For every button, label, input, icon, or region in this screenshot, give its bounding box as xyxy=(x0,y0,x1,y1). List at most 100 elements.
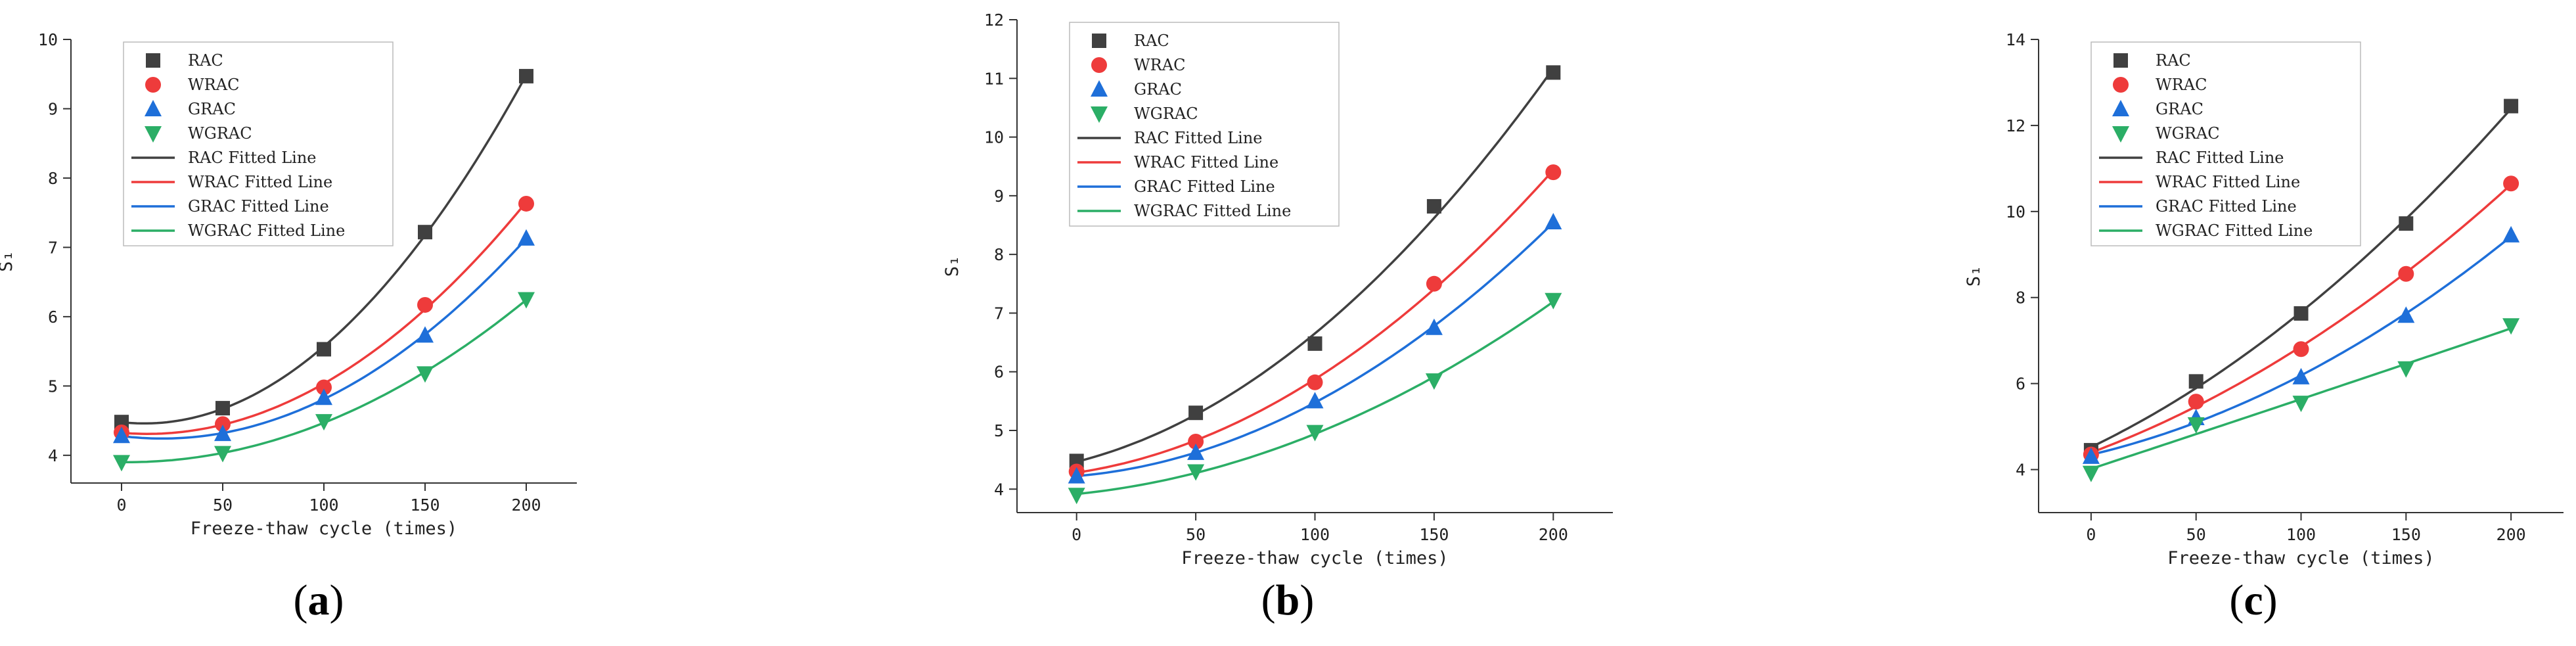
data-point-rac xyxy=(2294,306,2309,321)
y-axis-title: S₁ xyxy=(942,256,962,277)
x-tick-label: 50 xyxy=(1186,525,1206,544)
data-point-rac xyxy=(215,401,230,416)
legend-label: WRAC Fitted Line xyxy=(1134,153,1278,172)
y-tick-label: 7 xyxy=(994,304,1004,323)
y-tick-label: 9 xyxy=(48,99,58,118)
data-point-grac xyxy=(2292,367,2310,384)
y-tick-label: 9 xyxy=(994,187,1004,206)
data-point-wgrac xyxy=(2397,361,2415,378)
legend-label: WGRAC xyxy=(1134,104,1198,123)
y-tick-label: 12 xyxy=(984,11,1004,30)
x-tick-label: 100 xyxy=(2286,525,2316,544)
data-point-wrac xyxy=(1307,374,1323,390)
x-axis-title: Freeze-thaw cycle (times) xyxy=(2167,548,2434,568)
x-tick-label: 200 xyxy=(1539,525,1568,544)
data-point-wgrac xyxy=(315,414,332,431)
legend-label: RAC Fitted Line xyxy=(1134,129,1262,147)
panel-caption: (a) xyxy=(294,576,344,624)
legend-label: WRAC xyxy=(2156,76,2207,94)
x-tick-label: 150 xyxy=(410,496,440,515)
data-point-wrac xyxy=(215,416,231,432)
y-tick-label: 8 xyxy=(994,245,1004,264)
legend-label: WGRAC xyxy=(188,124,252,143)
caption-letter: c xyxy=(2244,576,2263,624)
y-tick-label: 14 xyxy=(2006,30,2025,49)
data-point-wrac xyxy=(1426,275,1442,292)
x-tick-label: 150 xyxy=(2391,525,2421,544)
x-tick-label: 0 xyxy=(1072,525,1081,544)
y-tick-label: 7 xyxy=(48,238,58,257)
data-point-rac xyxy=(2399,216,2414,231)
data-point-wrac xyxy=(518,195,534,212)
y-tick-label: 10 xyxy=(38,30,58,49)
caption-open: ( xyxy=(2229,576,2244,624)
legend-marker-wgrac xyxy=(145,126,162,143)
legend-label: GRAC xyxy=(188,100,236,118)
data-point-grac xyxy=(2502,225,2520,242)
legend-marker-grac xyxy=(1091,80,1108,97)
data-point-rac xyxy=(1307,336,1322,351)
data-point-wgrac xyxy=(417,366,434,383)
legend-label: RAC Fitted Line xyxy=(2156,149,2284,167)
data-point-wgrac xyxy=(113,455,130,472)
y-axis-title: S₁ xyxy=(0,250,16,272)
panel-caption: (b) xyxy=(1261,576,1315,624)
legend-marker-wgrac xyxy=(2112,126,2129,143)
y-axis-title: S₁ xyxy=(1964,265,1984,287)
y-tick-label: 11 xyxy=(984,69,1004,88)
data-point-wrac xyxy=(2188,394,2204,410)
data-point-grac xyxy=(113,427,130,444)
data-point-rac xyxy=(1188,405,1204,421)
data-point-rac xyxy=(2504,99,2519,114)
caption-open: ( xyxy=(1261,576,1276,624)
data-point-grac xyxy=(1425,318,1443,335)
caption-letter: b xyxy=(1276,576,1300,624)
data-point-grac xyxy=(417,326,434,343)
y-tick-label: 8 xyxy=(48,169,58,188)
legend-label: RAC Fitted Line xyxy=(188,149,316,167)
data-point-rac xyxy=(2188,374,2203,389)
data-point-wgrac xyxy=(214,446,231,463)
data-point-grac xyxy=(2082,447,2100,464)
x-tick-label: 100 xyxy=(1300,525,1330,544)
data-point-rac xyxy=(519,68,533,83)
legend-marker-wrac xyxy=(145,77,161,93)
legend-label: RAC xyxy=(188,51,223,70)
data-point-grac xyxy=(1545,213,1562,230)
legend-label: WRAC Fitted Line xyxy=(188,173,332,191)
data-point-wrac xyxy=(2398,265,2414,282)
x-tick-label: 0 xyxy=(116,496,126,515)
data-point-wrac xyxy=(2503,175,2520,192)
y-tick-label: 10 xyxy=(2006,202,2025,221)
y-tick-label: 5 xyxy=(48,377,58,396)
legend-label: RAC xyxy=(1134,32,1169,50)
legend-marker-wgrac xyxy=(1091,106,1108,123)
data-point-wrac xyxy=(2293,341,2309,358)
data-point-rac xyxy=(1426,198,1441,214)
x-tick-label: 0 xyxy=(2086,525,2096,544)
data-point-wgrac xyxy=(1187,464,1205,481)
caption-open: ( xyxy=(294,576,308,624)
y-tick-label: 4 xyxy=(2016,461,2025,480)
legend-label: WGRAC Fitted Line xyxy=(2156,221,2313,240)
legend-label: GRAC Fitted Line xyxy=(1134,177,1275,196)
data-point-wgrac xyxy=(1068,488,1085,505)
legend-marker-grac xyxy=(145,100,162,116)
panel-c: 0 50 100 150 200 4 6 8 10 12 14 Freeze-thaw cycle (… xyxy=(1964,30,2564,624)
data-point-wrac xyxy=(316,379,332,396)
legend-box xyxy=(123,41,394,246)
legend-label: WGRAC xyxy=(2156,124,2220,143)
data-point-wgrac xyxy=(1425,373,1443,390)
data-point-rac xyxy=(1546,65,1561,80)
legend-label: WRAC xyxy=(1134,56,1185,74)
fitted-line-grac xyxy=(121,237,528,440)
data-point-wgrac xyxy=(2082,465,2100,482)
legend-label: WRAC xyxy=(188,76,239,94)
y-tick-label: 4 xyxy=(994,480,1004,499)
data-point-rac xyxy=(418,225,432,240)
data-point-wrac xyxy=(1545,164,1562,181)
data-point-grac xyxy=(315,388,332,405)
data-point-grac xyxy=(214,425,231,442)
legend-label: RAC xyxy=(2156,51,2191,70)
